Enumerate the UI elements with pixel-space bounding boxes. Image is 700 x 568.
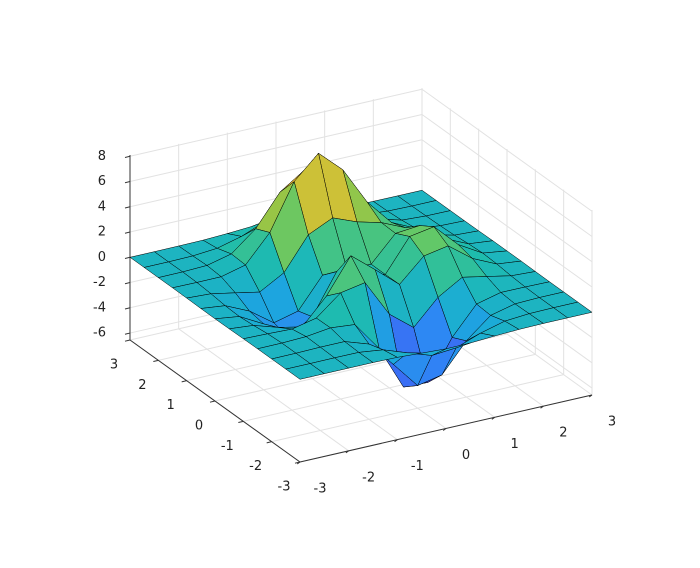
- z-tick-label: 4: [98, 199, 106, 214]
- grid-line: [243, 353, 536, 422]
- z-tick-label: 0: [98, 250, 106, 265]
- tick-mark: [124, 181, 131, 184]
- tick-mark: [540, 405, 544, 409]
- grid-line: [421, 88, 593, 212]
- tick-mark: [209, 400, 216, 403]
- tick-mark: [345, 450, 349, 454]
- tick-mark: [124, 256, 131, 259]
- tick-mark: [491, 416, 495, 420]
- tick-mark: [124, 231, 131, 234]
- x-tick-label: 0: [462, 448, 470, 463]
- grid-line: [129, 88, 423, 157]
- y-tick-label: -1: [221, 439, 234, 454]
- tick-mark: [394, 439, 398, 443]
- z-tick-label: 6: [98, 174, 106, 189]
- x-tick-label: -2: [362, 470, 375, 485]
- tick-mark: [124, 307, 131, 310]
- y-tick-label: -3: [278, 480, 291, 495]
- x-tick-label: 2: [559, 426, 567, 441]
- tick-mark: [294, 461, 301, 464]
- x-tick-label: -3: [314, 482, 327, 497]
- tick-mark: [442, 428, 447, 431]
- x-tick-label: -1: [411, 459, 424, 474]
- z-tick-label: -6: [93, 326, 106, 341]
- grid-line: [421, 114, 593, 237]
- tick-mark: [124, 206, 131, 209]
- y-tick-label: 2: [138, 378, 146, 393]
- tick-mark: [153, 359, 159, 363]
- tick-mark: [266, 441, 272, 444]
- z-tick-label: -4: [93, 300, 106, 315]
- grid-line: [421, 164, 593, 288]
- tick-mark: [124, 339, 131, 342]
- grid-line: [129, 139, 423, 208]
- surface-patch: [285, 363, 325, 380]
- tick-mark: [181, 380, 187, 383]
- tick-mark: [588, 394, 593, 398]
- grid-line: [271, 374, 564, 443]
- tick-mark: [124, 332, 131, 335]
- grid-line: [421, 139, 593, 263]
- x-tick-label: 3: [608, 415, 616, 430]
- y-tick-label: 1: [167, 398, 175, 413]
- tick-mark: [124, 282, 131, 285]
- y-tick-label: 3: [110, 358, 118, 373]
- grid-line: [129, 114, 423, 183]
- y-tick-label: 0: [195, 419, 203, 434]
- z-tick-label: -2: [93, 275, 106, 290]
- tick-mark: [238, 420, 244, 424]
- z-tick-label: 2: [98, 225, 106, 240]
- z-tick-label: 8: [98, 149, 106, 164]
- y-tick-label: -2: [249, 459, 262, 474]
- tick-mark: [124, 155, 131, 158]
- x-tick-label: 1: [511, 437, 519, 452]
